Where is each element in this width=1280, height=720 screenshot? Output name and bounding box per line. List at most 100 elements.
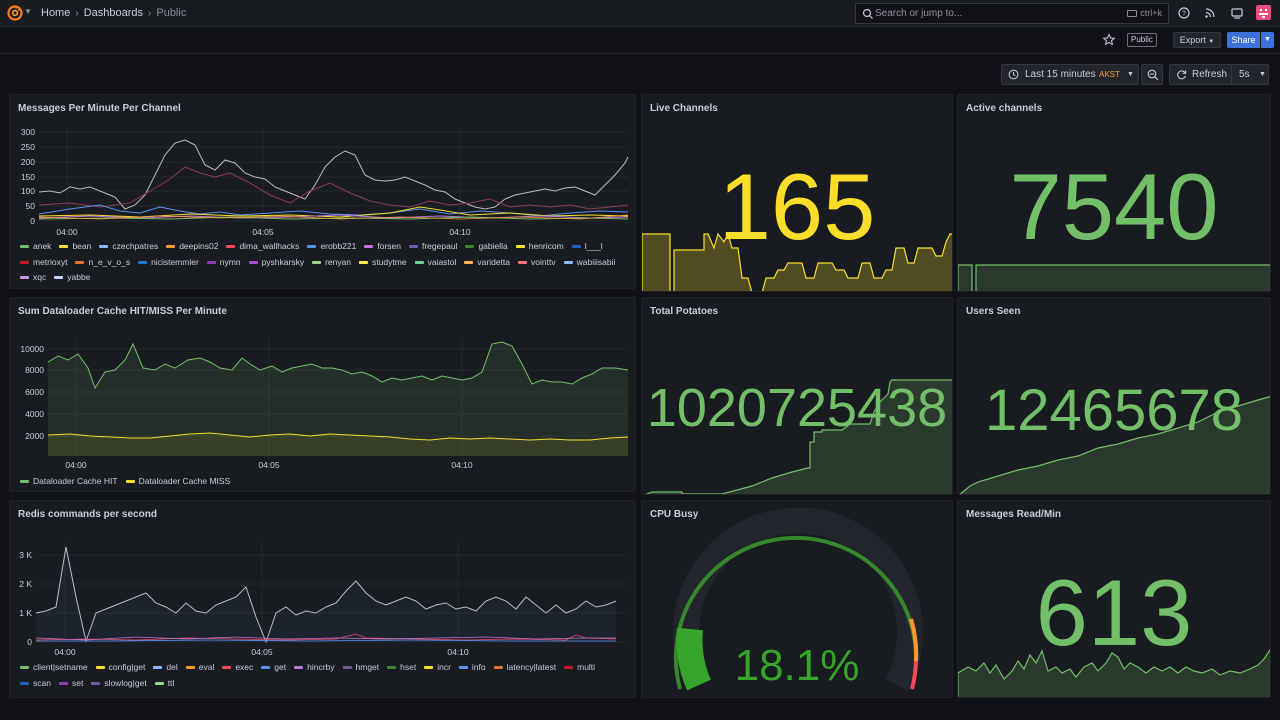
panel-title[interactable]: CPU Busy	[650, 509, 699, 520]
legend-item[interactable]: info	[458, 660, 486, 676]
timeseries-chart[interactable]: 3 K 2 K 1 K 0 04:00 04:05 04:10	[10, 501, 636, 698]
legend-item[interactable]: incr	[424, 660, 451, 676]
legend-item[interactable]: bean	[59, 239, 91, 255]
chevron-down-icon: ▼	[1259, 71, 1266, 78]
legend-label: erobb221	[320, 241, 357, 251]
zoom-out-button[interactable]	[1141, 64, 1163, 85]
legend-item[interactable]: set	[58, 676, 83, 692]
y-tick: 6000	[25, 387, 44, 397]
y-tick: 4000	[25, 409, 44, 419]
legend-item[interactable]: fregepaul	[408, 239, 457, 255]
legend-item[interactable]: vaiastol	[414, 255, 456, 271]
legend-item[interactable]: vointtv	[518, 255, 556, 271]
time-range-picker[interactable]: Last 15 minutes AKST ▼	[1001, 64, 1139, 85]
panel-redis-commands: Redis commands per second 3 K 2 K 1 K 0 …	[9, 500, 636, 698]
legend-label: yabbe	[67, 272, 91, 282]
export-button[interactable]: Export ▼	[1173, 32, 1221, 48]
legend-item[interactable]: del	[153, 660, 178, 676]
legend-item[interactable]: dima_wallhacks	[226, 239, 299, 255]
legend-swatch	[307, 245, 317, 249]
legend-item[interactable]: latency|latest	[493, 660, 556, 676]
legend-item[interactable]: eval	[185, 660, 214, 676]
panel-title[interactable]: Active channels	[966, 103, 1043, 114]
panel-title[interactable]: Messages Per Minute Per Channel	[18, 103, 181, 114]
legend-item[interactable]: metrioxyt	[20, 255, 67, 271]
panel-title[interactable]: Redis commands per second	[18, 509, 157, 520]
panel-title[interactable]: Live Channels	[650, 103, 718, 114]
gauge-threshold-green	[673, 535, 918, 690]
panel-total-potatoes: Total Potatoes 1020725438	[641, 297, 953, 495]
legend-item[interactable]: gabiella	[465, 239, 508, 255]
timeseries-chart[interactable]: 10000 8000 6000 4000 2000 04:00 04:05 04…	[10, 298, 636, 492]
public-badge: Public	[1127, 33, 1157, 47]
legend-item[interactable]: henricom	[515, 239, 564, 255]
panel-title[interactable]: Total Potatoes	[650, 306, 719, 317]
search-placeholder: Search or jump to...	[875, 8, 963, 19]
legend-item[interactable]: xqc	[20, 270, 46, 286]
panel-title[interactable]: Messages Read/Min	[966, 509, 1062, 520]
legend-item[interactable]: get	[261, 660, 286, 676]
panel-title[interactable]: Users Seen	[966, 306, 1021, 317]
legend-item[interactable]: slowlog|get	[91, 676, 147, 692]
legend-item[interactable]: czechpatres	[99, 239, 158, 255]
legend-item[interactable]: nicistemmler	[138, 255, 199, 271]
series-dima-wallhacks	[38, 166, 629, 210]
legend-item[interactable]: varidetta	[464, 255, 510, 271]
legend-swatch	[59, 245, 69, 249]
legend-item[interactable]: hset	[387, 660, 416, 676]
legend-item[interactable]: l___l	[571, 239, 603, 255]
refresh-picker[interactable]: Refresh 5s ▼	[1169, 64, 1269, 85]
legend-item[interactable]: client|setname	[20, 660, 88, 676]
timeseries-chart[interactable]: 300 250 200 150 100 50 0 04:00 04:05 04:…	[10, 95, 636, 289]
legend-item[interactable]: deepins02	[166, 239, 218, 255]
legend-item[interactable]: ttl	[154, 676, 174, 692]
legend: Dataloader Cache HIT Dataloader Cache MIS…	[20, 474, 635, 490]
export-label: Export	[1179, 35, 1206, 45]
legend-item[interactable]: wabiiisabii	[563, 255, 616, 271]
legend-item[interactable]: hmget	[342, 660, 379, 676]
user-avatar-icon[interactable]	[1256, 5, 1271, 20]
legend-label: renyan	[325, 256, 352, 267]
search-input[interactable]: Search or jump to... ctrl+k	[855, 3, 1169, 24]
x-tick: 04:10	[451, 460, 473, 470]
legend-item[interactable]: renyan	[312, 255, 351, 271]
legend-item[interactable]: config|get	[95, 660, 145, 676]
keyboard-shortcut: ctrl+k	[1127, 8, 1162, 18]
legend-item[interactable]: anek	[20, 239, 51, 255]
breadcrumb-dashboards[interactable]: Dashboards	[83, 7, 144, 19]
legend-item[interactable]: studytme	[359, 255, 407, 271]
legend: client|setname config|get del eval exec get hi…	[20, 660, 635, 691]
legend-swatch	[312, 260, 322, 264]
legend-item[interactable]: nymn	[206, 255, 241, 271]
help-icon[interactable]: ?	[1177, 6, 1191, 20]
legend-swatch	[185, 666, 195, 670]
news-feed-icon[interactable]	[1203, 6, 1217, 20]
legend-item[interactable]: multi	[564, 660, 595, 676]
star-icon[interactable]	[1102, 33, 1116, 47]
legend-label: wabiiisabii	[576, 256, 616, 267]
x-tick: 04:00	[56, 227, 78, 237]
panel-title[interactable]: Sum Dataloader Cache HIT/MISS Per Minute	[18, 306, 227, 317]
legend-label: forsen	[377, 241, 401, 251]
y-tick: 150	[21, 172, 35, 182]
breadcrumb-home[interactable]: Home	[41, 7, 71, 19]
sparkline-area	[958, 648, 1270, 697]
legend-item[interactable]: exec	[222, 660, 253, 676]
legend-item[interactable]: scan	[20, 676, 51, 692]
legend-item[interactable]: hincrby	[294, 660, 335, 676]
grafana-logo-icon[interactable]	[7, 5, 23, 21]
legend-item[interactable]: pyshkarsky	[248, 255, 304, 271]
legend-item[interactable]: yabbe	[54, 270, 90, 286]
legend-item[interactable]: erobb221	[307, 239, 356, 255]
chevron-down-icon[interactable]: ▼	[24, 7, 32, 16]
legend-item[interactable]: Dataloader Cache HIT	[20, 474, 118, 490]
share-dropdown-button[interactable]: ▼	[1261, 32, 1274, 48]
y-tick: 3 K	[19, 550, 32, 560]
share-button[interactable]: Share	[1227, 32, 1260, 48]
legend-item[interactable]: Dataloader Cache MISS	[125, 474, 230, 490]
legend-item[interactable]: forsen	[364, 239, 401, 255]
dock-menu-icon[interactable]	[1230, 6, 1244, 20]
y-tick: 250	[21, 142, 35, 152]
legend-swatch	[20, 666, 29, 670]
legend-item[interactable]: n_e_v_o_s	[75, 255, 130, 271]
